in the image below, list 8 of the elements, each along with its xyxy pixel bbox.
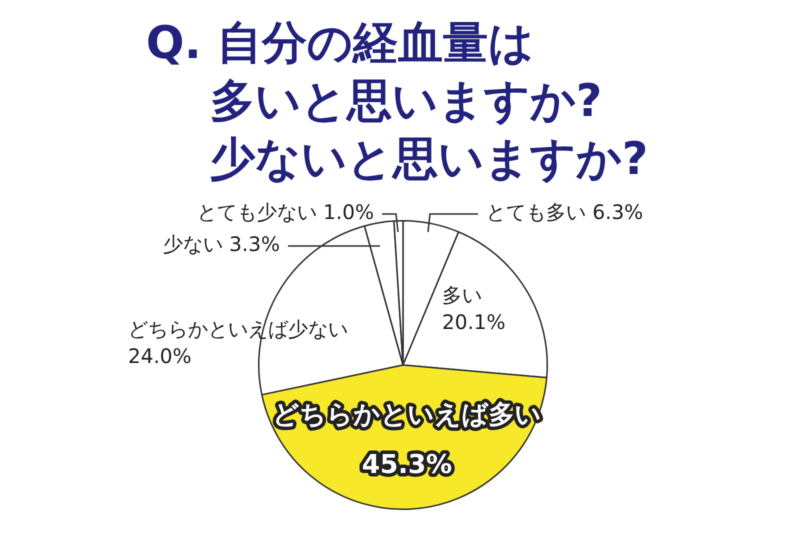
slice-label: とても少ない 1.0%: [196, 200, 374, 224]
data-label: 45.3%: [362, 450, 452, 480]
chart-title: Q. 自分の経血量は多いと思いますか?少ないと思いますか?: [146, 15, 648, 187]
data-label: 24.0%: [128, 344, 192, 368]
data-label: 20.1%: [442, 310, 506, 334]
slice-label: 少ない 3.3%: [162, 232, 280, 256]
slice-label: 多い: [442, 283, 482, 308]
slice-label: とても多い 6.3%: [486, 200, 644, 224]
